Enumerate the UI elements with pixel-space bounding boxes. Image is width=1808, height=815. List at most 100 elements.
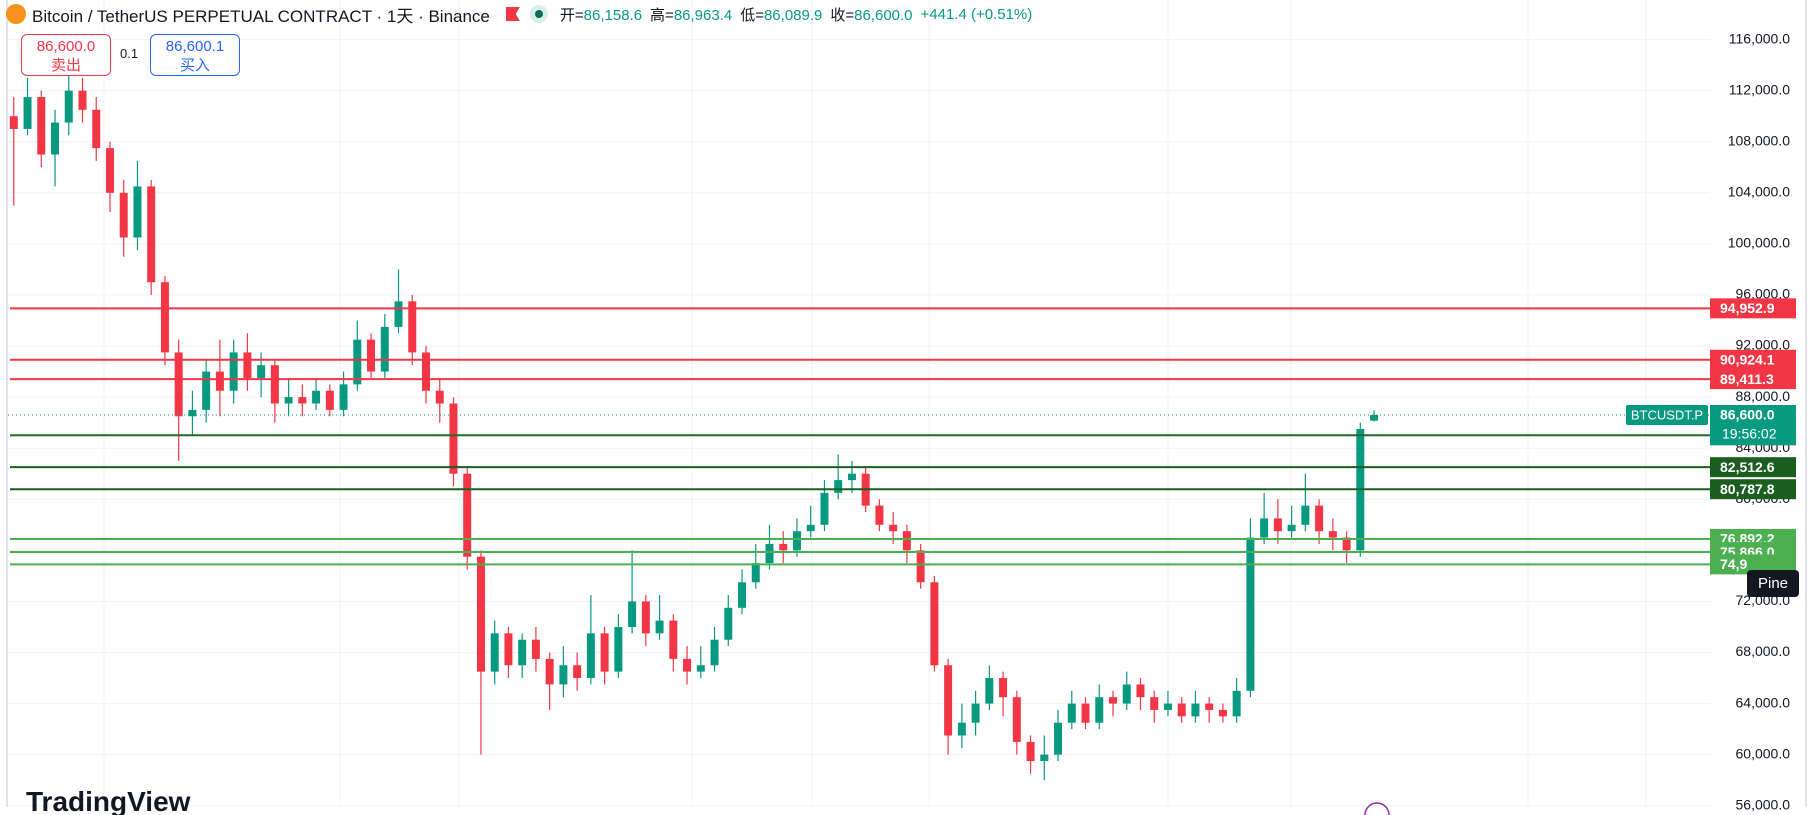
ohlc-label: 收=	[830, 6, 855, 24]
candle-body	[655, 620, 664, 634]
candle-body	[37, 97, 46, 155]
candle-body	[490, 633, 499, 672]
candle-body	[215, 371, 224, 391]
candle-body	[641, 601, 650, 634]
candle-body	[449, 403, 458, 474]
candle-body	[1191, 703, 1200, 717]
candle-body	[586, 633, 595, 679]
candle-body	[1109, 697, 1117, 704]
candle-body	[971, 703, 980, 723]
candle-body	[463, 473, 472, 557]
y-tick-label: 96,000.0	[1736, 286, 1791, 302]
candle-body	[367, 339, 376, 372]
candle-body	[188, 409, 197, 417]
flag-icon[interactable]	[505, 7, 520, 21]
candle-body	[1232, 690, 1241, 717]
candle-body	[957, 722, 966, 736]
y-tick-label: 104,000.0	[1728, 184, 1790, 200]
sell-label: 卖出	[50, 57, 81, 74]
ohlc-value: 86,963.4	[673, 6, 733, 24]
candle-body	[9, 116, 18, 129]
tooltip: Pine	[1747, 570, 1799, 597]
candle-body	[1163, 703, 1172, 710]
buy-button[interactable]: 86,600.1 买入	[150, 34, 240, 76]
candle-body	[1122, 684, 1131, 704]
candle-body	[78, 90, 87, 110]
y-tick-label: 112,000.0	[1729, 81, 1790, 97]
symbol-label: BTCUSDT.P	[1631, 407, 1703, 422]
symbol-title[interactable]: Bitcoin / TetherUS PERPETUAL CONTRACT · …	[32, 6, 490, 26]
level-tag	[1710, 349, 1796, 370]
candle-body	[545, 658, 554, 685]
sell-button[interactable]: 86,600.0 卖出	[21, 34, 111, 76]
change: +441.4 (+0.51%)	[920, 5, 1033, 23]
candle-body	[1287, 524, 1296, 532]
y-tick-label: 68,000.0	[1736, 643, 1791, 659]
candle-body	[1273, 518, 1282, 532]
level-tag	[1710, 457, 1796, 478]
candle-body	[834, 480, 843, 493]
symbol-tag	[1626, 404, 1708, 425]
candle-body	[985, 678, 994, 704]
level-label: 80,787.8	[1720, 481, 1775, 497]
ohlc-value: 86,089.9	[763, 6, 823, 24]
level-label: 94,952.9	[1720, 300, 1775, 316]
candle-body	[916, 550, 925, 583]
candle-body	[600, 633, 609, 672]
candle-body	[1246, 537, 1255, 691]
candle-body	[51, 122, 60, 155]
candle-body	[1218, 709, 1227, 717]
candle-body	[628, 601, 637, 627]
buy-label: 买入	[179, 57, 210, 74]
buy-price: 86,600.1	[165, 38, 225, 55]
candle-body	[422, 352, 430, 391]
candle-body	[930, 582, 939, 666]
candle-body	[339, 384, 348, 410]
level-label: 89,411.3	[1720, 371, 1774, 387]
coin-icon	[6, 4, 26, 24]
level-tag	[1710, 369, 1796, 390]
candle-body	[229, 352, 238, 391]
ohlc-open: 开=86,158.6	[560, 4, 642, 25]
quantity[interactable]: 0.1	[120, 46, 139, 61]
candle-body	[64, 90, 73, 123]
candle-body	[518, 639, 527, 666]
candle-body	[243, 352, 252, 378]
ohlc-label: 低=	[740, 6, 764, 24]
candle-body	[1301, 505, 1310, 525]
level-label: 90,924.1	[1720, 351, 1775, 367]
candle-body	[559, 665, 568, 685]
candle-body	[92, 109, 101, 149]
level-tag	[1710, 479, 1796, 500]
ohlc-high: 高=86,963.4	[650, 4, 732, 25]
market-status	[529, 5, 548, 23]
candle-body	[738, 582, 747, 608]
candle-body	[23, 97, 32, 129]
candle-body	[1136, 684, 1145, 698]
candle-body	[875, 505, 884, 525]
candle-body	[820, 492, 829, 525]
y-tick-label: 108,000.0	[1728, 132, 1790, 148]
candle-body	[298, 397, 307, 404]
ohlc-label: 高=	[650, 6, 674, 24]
candle-body	[353, 339, 362, 385]
candle-body	[1012, 697, 1021, 742]
candle-body	[105, 148, 114, 193]
candle-body	[1026, 741, 1035, 762]
candle-body	[765, 543, 774, 564]
indicator-icon	[1364, 802, 1390, 815]
candle-body	[999, 678, 1008, 698]
level-label: 82,512.6	[1720, 459, 1775, 475]
candle-body	[174, 352, 183, 417]
candle-body	[724, 607, 733, 640]
candle-body	[380, 326, 389, 372]
ohlc-close: 收=86,600.0	[830, 4, 912, 25]
candle-body	[792, 531, 801, 551]
level-label: 74,9	[1720, 556, 1747, 572]
candle-body	[476, 556, 485, 672]
y-tick-label: 88,000.0	[1736, 388, 1791, 404]
header: Bitcoin / TetherUS PERPETUAL CONTRACT · …	[0, 0, 1032, 28]
sell-price: 86,600.0	[36, 38, 96, 55]
level-tag	[1710, 554, 1796, 575]
